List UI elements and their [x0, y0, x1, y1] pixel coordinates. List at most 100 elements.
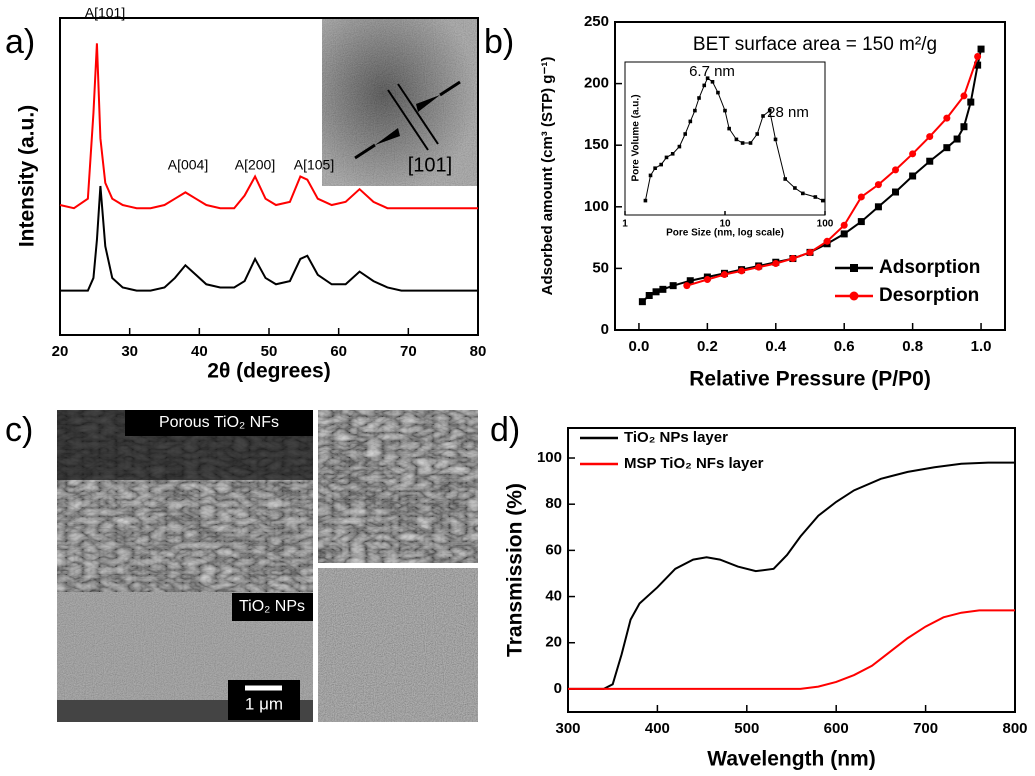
- marker: [892, 188, 900, 196]
- marker: [767, 108, 772, 113]
- y-tick-label: 40: [545, 588, 562, 605]
- marker: [967, 98, 975, 106]
- legend-label: MSP TiO₂ NFs layer: [624, 455, 764, 472]
- marker: [960, 92, 968, 100]
- marker: [669, 282, 677, 290]
- marker: [974, 52, 982, 60]
- marker: [892, 166, 900, 174]
- marker: [693, 108, 697, 113]
- y-axis-label: Intensity (a.u.): [16, 105, 39, 247]
- marker: [874, 181, 882, 189]
- chart-title: BET surface area = 150 m²/g: [693, 34, 937, 55]
- marker: [723, 108, 727, 113]
- inset-label: [101]: [408, 154, 452, 176]
- legend-marker: [849, 291, 859, 301]
- x-tick-label: 0.4: [765, 338, 787, 355]
- y-axis-label: Transmission (%): [504, 483, 527, 657]
- series-line: [568, 461, 1015, 690]
- marker: [773, 137, 778, 142]
- x-tick-label: 800: [1002, 720, 1027, 737]
- marker: [697, 96, 701, 100]
- marker: [703, 275, 711, 283]
- marker: [772, 259, 780, 267]
- panel-label: d): [490, 411, 520, 449]
- marker: [953, 135, 961, 143]
- annotation: A[101]: [85, 5, 125, 21]
- y-tick-label: 80: [545, 495, 562, 512]
- marker: [943, 114, 951, 122]
- marker: [648, 173, 653, 178]
- marker: [943, 144, 951, 152]
- y-tick-label: 150: [584, 136, 609, 153]
- series-line: [59, 43, 478, 210]
- marker: [677, 144, 682, 149]
- marker: [702, 83, 707, 88]
- plot-frame: [624, 61, 826, 216]
- x-tick-label: 70: [400, 343, 417, 360]
- marker: [974, 61, 982, 69]
- annotation: A[105]: [294, 157, 334, 173]
- x-tick-label: 1: [622, 219, 628, 230]
- marker: [734, 137, 739, 142]
- marker: [813, 195, 818, 199]
- x-tick-label: 700: [913, 720, 938, 737]
- marker: [727, 126, 731, 131]
- marker: [909, 150, 917, 158]
- series-line: [644, 77, 823, 202]
- marker: [755, 263, 763, 271]
- marker: [806, 248, 814, 256]
- marker: [688, 119, 693, 124]
- x-tick-label: 20: [52, 343, 69, 360]
- panel-label: c): [5, 411, 33, 449]
- marker: [926, 157, 934, 165]
- marker: [857, 193, 865, 201]
- marker: [783, 177, 788, 181]
- marker: [652, 288, 660, 296]
- marker: [740, 141, 745, 145]
- marker: [874, 203, 882, 211]
- marker: [761, 114, 765, 118]
- legend-label: Desorption: [879, 285, 979, 306]
- marker: [659, 162, 663, 167]
- x-tick-label: 30: [121, 343, 138, 360]
- marker: [755, 132, 760, 136]
- marker: [670, 152, 675, 156]
- annotation: 6.7 nm: [689, 63, 735, 80]
- marker: [683, 282, 691, 290]
- panel-label: a): [5, 23, 35, 61]
- marker: [653, 166, 657, 170]
- annotation: A[200]: [235, 157, 275, 173]
- x-tick-label: 500: [734, 720, 759, 737]
- y-tick-label: 60: [545, 541, 562, 558]
- marker: [716, 90, 720, 95]
- marker: [645, 292, 653, 300]
- marker: [789, 255, 797, 263]
- y-tick-label: 100: [584, 198, 609, 215]
- x-tick-label: 60: [330, 343, 347, 360]
- annotation: 28 nm: [767, 104, 809, 121]
- x-tick-label: 100: [817, 219, 834, 230]
- marker: [840, 230, 848, 238]
- x-axis-label: Wavelength (nm): [707, 748, 875, 771]
- marker: [638, 298, 646, 306]
- y-axis-label: Pore Volume (a.u.): [631, 94, 642, 181]
- x-tick-label: 300: [555, 720, 580, 737]
- marker: [683, 132, 688, 136]
- x-axis-label: 2θ (degrees): [207, 360, 330, 383]
- x-tick-label: 80: [470, 343, 487, 360]
- y-axis-label: Adsorbed amount (cm³ (STP) g⁻¹): [539, 57, 556, 296]
- marker: [857, 218, 865, 226]
- x-axis-label: Relative Pressure (P/P0): [689, 368, 931, 391]
- x-tick-label: 1.0: [971, 338, 992, 355]
- y-tick-label: 200: [584, 75, 609, 92]
- x-tick-label: 0.6: [834, 338, 855, 355]
- x-tick-label: 10: [719, 219, 731, 230]
- x-axis-label: Pore Size (nm, log scale): [666, 228, 784, 239]
- image-label: Porous TiO₂ NFs: [159, 414, 279, 431]
- marker: [960, 123, 968, 131]
- marker: [926, 133, 934, 141]
- marker: [801, 191, 805, 196]
- marker: [793, 186, 797, 190]
- marker: [823, 237, 831, 245]
